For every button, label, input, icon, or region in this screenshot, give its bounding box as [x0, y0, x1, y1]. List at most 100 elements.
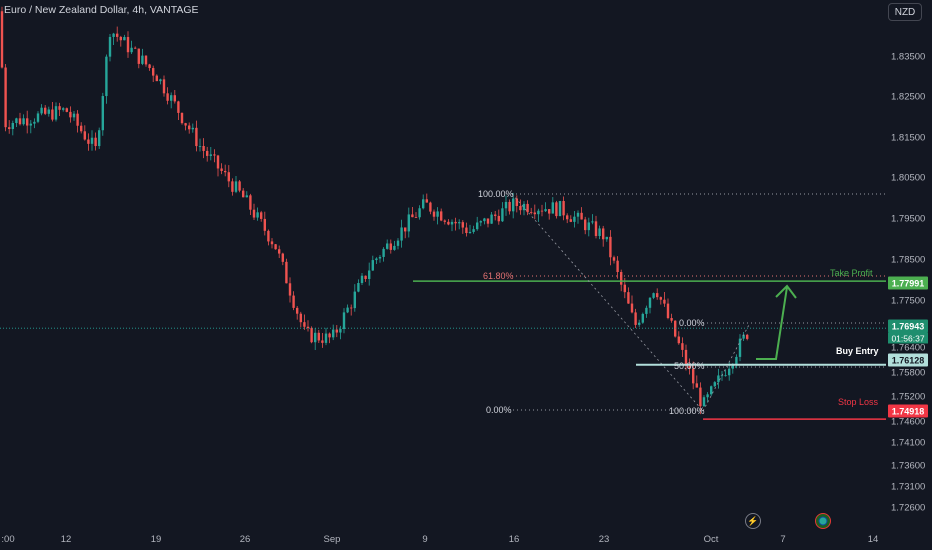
bar-countdown: 01:56:37 [888, 332, 928, 344]
price-tick: 1.79500 [891, 213, 926, 225]
currency-button[interactable]: NZD [888, 3, 922, 21]
candle-body [591, 221, 594, 223]
candle-body [213, 154, 216, 156]
candle-body [515, 198, 518, 206]
fib-lower-trend[interactable] [702, 322, 751, 412]
candle-body [350, 307, 353, 309]
candle-body [458, 222, 461, 224]
price-tick: 1.73600 [891, 460, 926, 472]
buy-entry-price-tag: 1.76128 [888, 353, 928, 367]
candle-body [159, 79, 162, 82]
time-tick: 7 [780, 534, 786, 545]
candle-body [364, 275, 367, 279]
price-tick: 1.80500 [891, 172, 926, 184]
candle-body [44, 107, 47, 114]
candle-body [76, 113, 79, 126]
candle-body [432, 211, 436, 217]
candle-body [206, 150, 209, 156]
price-tick: 1.78500 [891, 254, 926, 266]
price-tick: 1.76400 [891, 342, 926, 354]
candle-body [638, 322, 641, 325]
candle-body [108, 36, 112, 57]
candle-body [216, 155, 220, 169]
candle-body [382, 248, 385, 257]
take-profit-price-tag: 1.77991 [888, 276, 928, 290]
candle-body [274, 244, 277, 250]
candle-body [184, 123, 187, 126]
lightning-icon[interactable]: ⚡ [745, 513, 761, 529]
candle-body [360, 275, 364, 283]
candle-body [105, 56, 108, 97]
candle-body [566, 215, 569, 220]
candle-body [26, 118, 29, 126]
candle-body [537, 210, 540, 215]
candle-body [285, 261, 288, 284]
globe-glyph [818, 516, 828, 526]
candle-body [328, 333, 331, 338]
candle-body [234, 181, 238, 192]
candle-body [602, 228, 605, 240]
candle-body [404, 227, 407, 232]
candle-body [684, 349, 688, 366]
candle-body [180, 112, 184, 124]
candle-body [598, 228, 601, 237]
candle-body [447, 221, 450, 225]
candle-body [706, 394, 709, 398]
candle-body [29, 123, 32, 126]
candle-body [663, 299, 666, 304]
candle-body [296, 307, 299, 314]
candle-body [224, 170, 227, 173]
globe-icon[interactable] [815, 513, 831, 529]
candle-body [231, 181, 234, 192]
candle-body [198, 145, 202, 147]
candle-body [4, 67, 7, 128]
current-price-tag: 1.76943 [888, 319, 928, 333]
candle-body [576, 212, 580, 217]
candle-body [119, 36, 122, 41]
candle-body [501, 208, 504, 222]
candle-body [476, 222, 479, 230]
candle-body [522, 203, 526, 211]
candle-body [87, 139, 90, 144]
candle-body [584, 219, 587, 231]
time-axis[interactable]: :00 12 19 26 Sep 9 16 23 Oct 7 14 [0, 530, 886, 550]
candle-body [728, 368, 731, 376]
candle-body [407, 214, 410, 232]
projection-arrow[interactable] [756, 286, 788, 360]
candle-body [454, 221, 457, 224]
candle-body [746, 334, 749, 339]
candle-body [270, 241, 274, 245]
candle-body [353, 291, 356, 309]
candle-body [310, 328, 313, 343]
candle-body [656, 293, 659, 298]
candle-body [742, 334, 745, 339]
candle-body [436, 211, 439, 217]
time-tick: 16 [508, 534, 520, 545]
candle-body [486, 218, 490, 224]
candle-body [580, 212, 583, 220]
candle-body [324, 333, 328, 343]
candle-body [674, 320, 677, 337]
candle-body [544, 209, 547, 212]
price-chart-canvas[interactable] [0, 0, 886, 530]
candle-body [465, 227, 468, 234]
projection-arrowhead[interactable] [775, 284, 797, 299]
candle-body [94, 137, 97, 147]
candle-body [69, 111, 72, 118]
price-tick: 1.74600 [891, 416, 926, 428]
fib-upper-trend[interactable] [511, 193, 704, 412]
price-axis[interactable]: 1.83500 1.82500 1.81500 1.80500 1.79500 … [886, 0, 932, 530]
candle-body [314, 332, 317, 343]
candle-body [418, 208, 421, 218]
candle-body [134, 47, 137, 49]
candle-body [202, 145, 205, 151]
candle-body [292, 295, 295, 308]
candle-body [724, 375, 727, 377]
candle-body [605, 236, 608, 240]
candle-body [155, 75, 158, 82]
candle-body [378, 256, 382, 259]
candle-body [130, 47, 133, 53]
candle-body [695, 383, 698, 388]
fib-lower-50-label: 50.00% [674, 361, 705, 371]
